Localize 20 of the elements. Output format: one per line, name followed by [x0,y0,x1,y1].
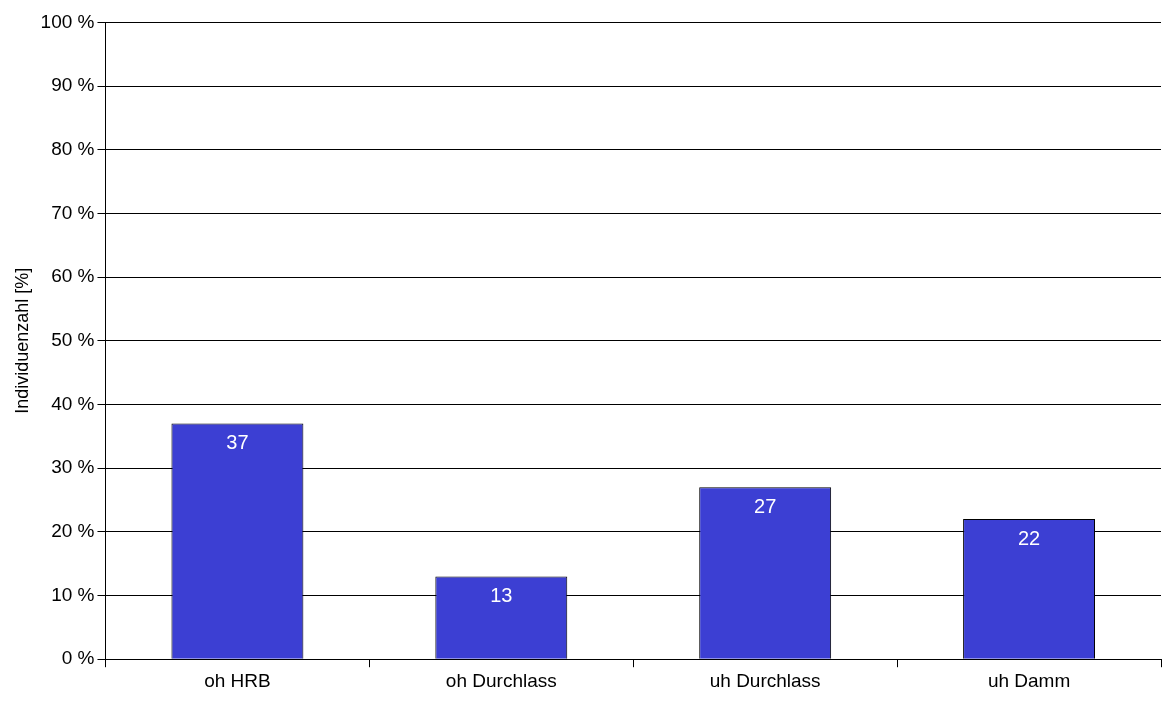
y-tick-label: 10 % [51,583,95,605]
x-tick-label: uh Damm [987,669,1071,691]
y-tick-label: 30 % [51,456,95,478]
y-axis-title: Individuenzahl [%] [11,267,32,414]
x-tick-label: oh HRB [204,669,271,691]
y-tick-label: 20 % [51,520,95,542]
y-tick-label: 50 % [51,329,95,351]
data-label: 22 [1017,526,1041,549]
x-tick-label: uh Durchlass [709,669,821,691]
y-tick-label: 0 % [61,647,95,669]
y-tick-label: 90 % [51,74,95,96]
data-label: 27 [754,494,777,517]
data-label: 37 [226,431,249,454]
y-tick-label: 40 % [51,392,95,414]
x-tick-label: oh Durchlass [445,669,557,691]
data-label: 13 [490,583,513,606]
y-tick-label: 70 % [51,201,95,223]
y-tick-label: 60 % [51,265,95,287]
y-tick-label: 80 % [51,137,95,159]
y-tick-label: 100 % [40,10,95,32]
